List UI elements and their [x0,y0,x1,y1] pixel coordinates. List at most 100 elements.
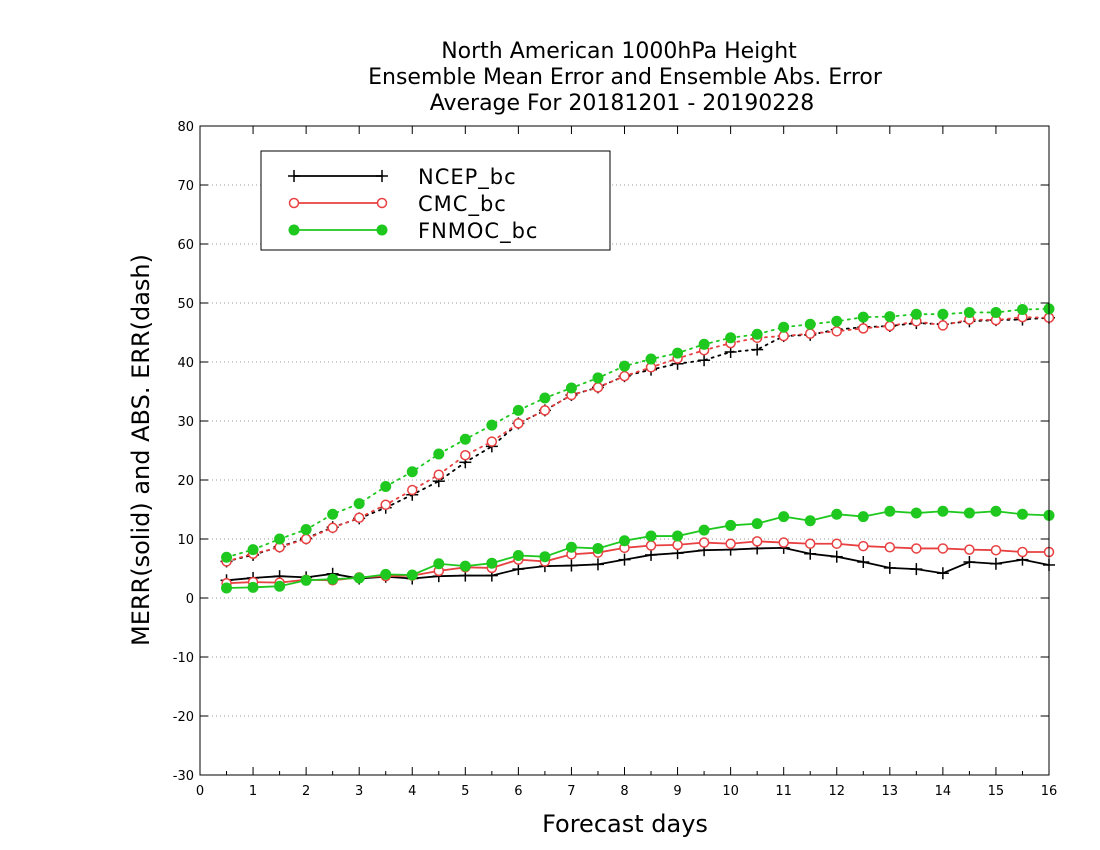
grid [200,184,1049,717]
y-tick-label: 70 [177,179,194,194]
abs-err-point [619,360,630,372]
x-tick-label: 13 [882,784,899,799]
abs-err-point [512,404,524,416]
y-tick-label: 20 [177,474,194,489]
abs-err-point [300,524,312,536]
merr-point [672,539,683,551]
abs-err-point [725,332,737,344]
y-tick-label: 30 [177,415,194,430]
merr-point [380,568,392,580]
merr-point [857,556,870,569]
merr-point [619,535,630,547]
series-FNMOC_bc [221,303,1055,594]
legend-item: FNMOC_bc [288,219,537,244]
merr-point [486,557,498,569]
merr-point [831,508,843,520]
y-tick-label: 50 [177,297,194,312]
abs-err-point [804,318,816,330]
merr-point [1016,508,1028,520]
abs-err-point [831,315,843,327]
abs-err-point [990,306,1002,318]
abs-err-point [645,353,657,365]
x-tick-label: 4 [408,784,416,799]
legend-item: NCEP_bc [288,165,517,190]
abs-err-point [539,405,551,416]
merr-point [221,582,233,594]
abs-err-point [353,512,365,524]
abs-err-point [619,370,630,382]
merr-point [300,574,312,586]
legend-marker [288,197,300,209]
title-line-2: Ensemble Mean Error and Ensemble Abs. Er… [368,65,883,90]
abs-err-point [672,347,684,359]
merr-point [565,559,578,572]
merr-point [751,536,763,547]
merr-point [884,542,896,553]
merr-point [884,505,896,517]
abs-err-point [592,382,604,393]
merr-point [645,530,657,542]
abs-err-point [539,392,551,404]
abs-err-point [433,448,445,460]
merr-point [698,524,710,536]
legend-label: NCEP_bc [418,165,517,190]
abs-err-line [225,307,1050,559]
merr-point [936,567,949,580]
merr-point [831,538,842,549]
abs-err-point [778,321,790,333]
x-tick-label: 11 [775,784,792,799]
x-tick-label: 10 [722,784,739,799]
merr-point [406,569,418,581]
abs-err-point [858,323,869,334]
abs-err-point [300,533,312,545]
abs-err-point [380,480,392,492]
abs-err-point [698,338,710,350]
abs-err-point [698,354,711,367]
abs-err-point [778,330,789,342]
x-tick-label: 8 [620,784,628,799]
merr-point [830,550,843,563]
title-line-3: Average For 20181201 - 20190228 [430,91,815,116]
merr-point [804,515,816,527]
x-tick-label: 1 [249,784,257,799]
merr-point [857,511,869,523]
merr-line [226,546,1050,582]
abs-err-point [884,320,896,332]
merr-point [327,573,339,585]
merr-point [989,557,1002,570]
abs-err-point [592,372,604,384]
abs-err-point [221,551,233,563]
abs-err-point [937,320,949,331]
abs-err-point [565,382,577,394]
x-tick-label: 14 [935,784,952,799]
abs-err-point [937,308,949,320]
merr-point [353,572,365,584]
abs-err-line [225,316,1050,563]
legend-marker [288,224,300,236]
y-tick-label: -30 [173,769,194,784]
merr-point [1017,546,1028,558]
x-tick-label: 7 [567,784,575,799]
merr-point [592,542,604,554]
y-tick-label: 40 [177,356,194,371]
merr-point [990,505,1002,517]
merr-point [725,538,736,549]
x-tick-label: 15 [988,784,1005,799]
chart-title: North American 1000hPa Height Ensemble M… [368,39,883,116]
y-tick-label: 60 [177,238,194,253]
merr-point [990,544,1002,556]
merr-point [910,507,922,519]
merr-point [751,518,763,530]
y-axis-label: MERR(solid) and ABS. ERR(dash) [127,254,155,646]
merr-point [645,548,658,561]
abs-err-point [513,418,524,429]
merr-point [565,541,577,553]
series-CMC_bc [221,311,1055,589]
merr-point [539,551,551,563]
merr-point [459,560,471,572]
abs-err-point [353,498,365,510]
merr-point [910,563,923,576]
